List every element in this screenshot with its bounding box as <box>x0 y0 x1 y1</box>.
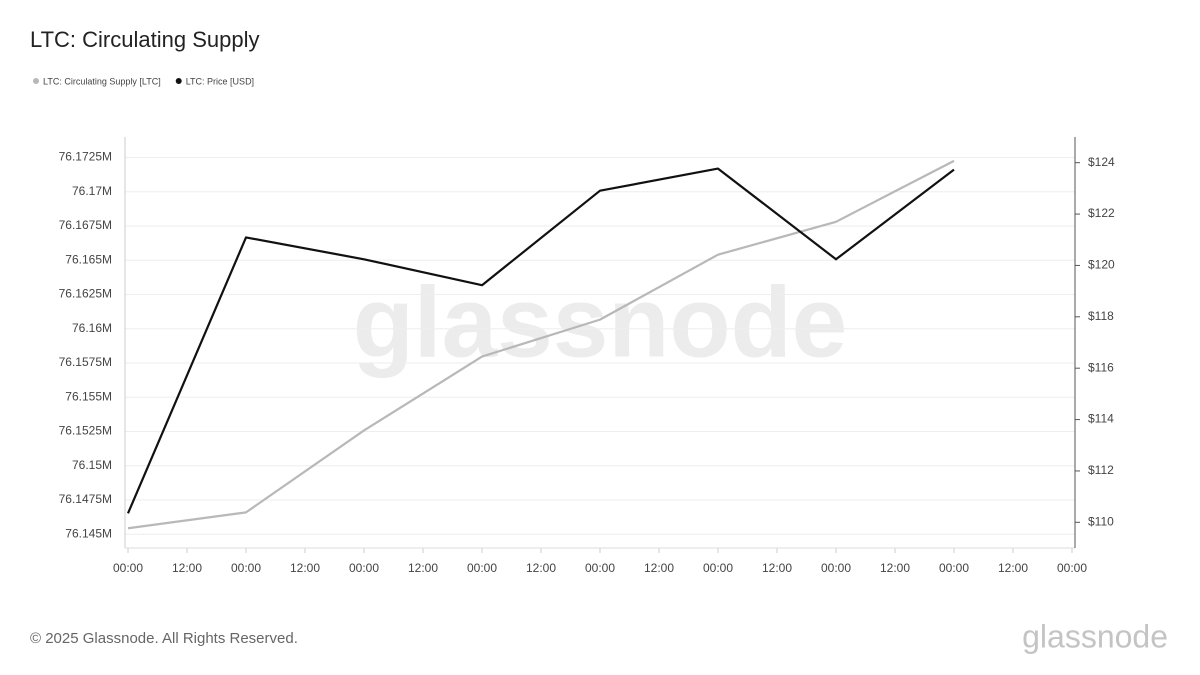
y-tick-label: 76.1675M <box>59 218 112 232</box>
x-tick-label: 12:00 <box>172 561 202 575</box>
y-tick-label: 76.15M <box>72 458 112 472</box>
y-tick-label: 76.145M <box>65 526 112 540</box>
y-tick-label: 76.1525M <box>59 424 112 438</box>
y-tick-label: 76.1725M <box>59 150 112 164</box>
x-tick-label: 00:00 <box>585 561 615 575</box>
y-tick-label: 76.17M <box>72 184 112 198</box>
y-tick-label: 76.1475M <box>59 492 112 506</box>
x-tick-label: 00:00 <box>231 561 261 575</box>
y-tick-label: 76.165M <box>65 252 112 266</box>
x-tick-label: 00:00 <box>113 561 143 575</box>
y2-tick-label: $118 <box>1088 309 1114 323</box>
x-tick-label: 12:00 <box>998 561 1028 575</box>
logo: glassnode <box>1022 618 1168 654</box>
series-line <box>126 167 955 514</box>
x-tick-label: 12:00 <box>644 561 674 575</box>
x-tick-label: 00:00 <box>349 561 379 575</box>
y-tick-label: 76.1575M <box>59 355 112 369</box>
x-tick-label: 00:00 <box>703 561 733 575</box>
y2-tick-label: $124 <box>1088 155 1115 169</box>
legend-marker <box>33 78 39 84</box>
y2-tick-label: $110 <box>1088 514 1114 528</box>
y-tick-label: 76.155M <box>65 389 112 403</box>
x-tick-label: 00:00 <box>467 561 497 575</box>
y2-tick-label: $114 <box>1088 412 1114 426</box>
y-tick-label: 76.16M <box>72 321 112 335</box>
x-tick-label: 12:00 <box>880 561 910 575</box>
x-tick-label: 12:00 <box>526 561 556 575</box>
y2-tick-label: $122 <box>1088 206 1115 220</box>
footer: © 2025 Glassnode. All Rights Reserved. <box>30 630 298 647</box>
x-tick-label: 12:00 <box>762 561 792 575</box>
chart-title: LTC: Circulating Supply <box>30 27 259 52</box>
y-tick-label: 76.1625M <box>59 287 112 301</box>
legend-marker <box>175 78 182 84</box>
series-line <box>127 159 955 530</box>
x-tick-label: 12:00 <box>290 561 320 575</box>
watermark: glassnode <box>353 266 848 378</box>
x-tick-label: 12:00 <box>408 561 438 575</box>
x-tick-label: 00:00 <box>1057 561 1087 575</box>
legend-label: LTC: Price [USD] <box>186 76 254 86</box>
y2-tick-label: $120 <box>1088 258 1115 272</box>
y2-tick-label: $116 <box>1088 360 1114 374</box>
x-tick-label: 00:00 <box>939 561 969 575</box>
legend-label: LTC: Circulating Supply [LTC] <box>43 76 161 86</box>
x-tick-label: 00:00 <box>821 561 851 575</box>
y2-tick-label: $112 <box>1088 463 1114 477</box>
